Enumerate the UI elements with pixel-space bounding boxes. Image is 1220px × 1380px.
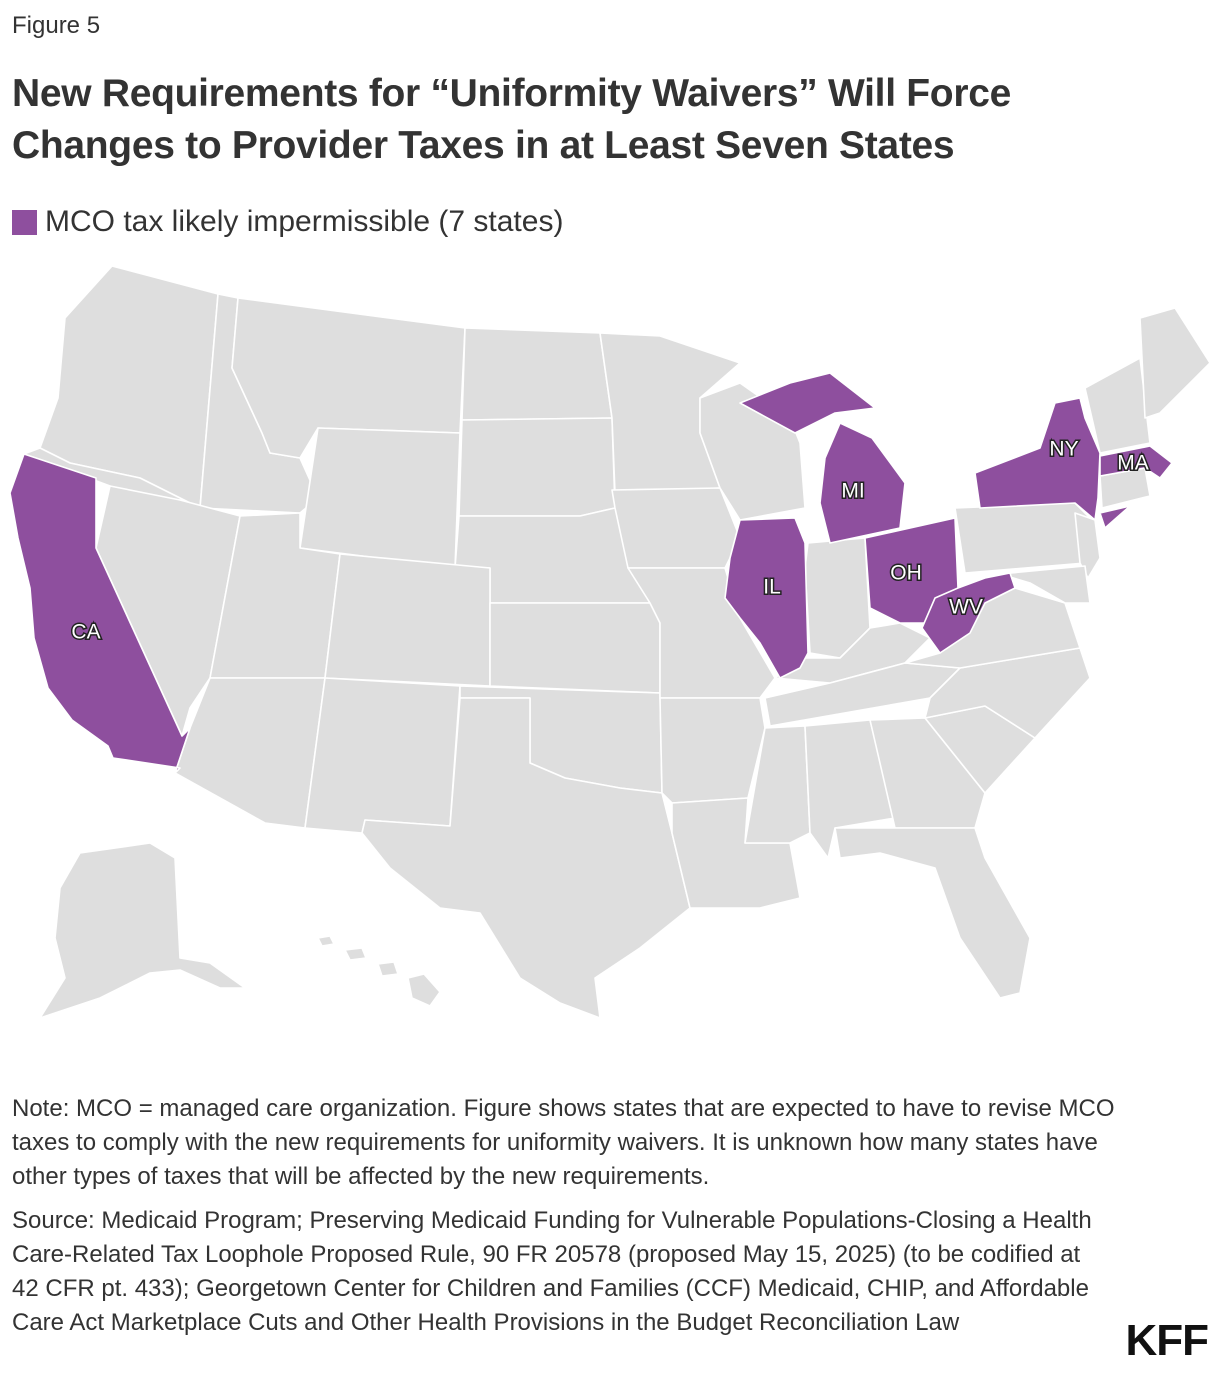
state-la — [671, 797, 801, 909]
state-ny — [974, 397, 1131, 529]
legend: MCO tax likely impermissible (7 states) — [12, 202, 563, 242]
state-az — [174, 677, 326, 829]
state-wy — [299, 427, 461, 569]
state-ar — [659, 697, 766, 804]
state-nd — [461, 327, 613, 421]
state-nm — [304, 677, 461, 834]
state-label-il: IL — [763, 576, 781, 599]
state-label-oh: OH — [890, 562, 922, 585]
note-text: Note: MCO = managed care organization. F… — [12, 1095, 1115, 1190]
chart-title: New Requirements for “Uniformity Waivers… — [12, 72, 1011, 167]
state-label-ca: CA — [71, 621, 100, 644]
legend-label: MCO tax likely impermissible (7 states) — [45, 205, 564, 238]
figure-label: Figure 5 — [12, 12, 101, 39]
state-me — [1139, 307, 1211, 419]
state-tx — [361, 697, 691, 1019]
state-co — [324, 553, 491, 687]
state-wv — [921, 572, 1016, 654]
map-svg: CA IL MI OH WV NY MA — [9, 265, 1211, 1019]
source-text: Source: Medicaid Program; Preserving Med… — [12, 1207, 1092, 1336]
us-states-map: CA IL MI OH WV NY MA — [0, 258, 1220, 1038]
kff-logo: KFF — [1125, 1316, 1209, 1365]
state-mi — [739, 372, 906, 544]
state-nj — [1074, 512, 1101, 579]
state-ga — [869, 717, 986, 829]
state-ca — [9, 453, 191, 774]
state-ks — [489, 602, 661, 694]
state-ak — [39, 842, 246, 1019]
legend-swatch — [12, 209, 37, 235]
state-ia — [611, 487, 741, 569]
state-sd — [458, 417, 616, 517]
state-vt-nh — [1084, 357, 1151, 454]
state-label-mi: MI — [841, 480, 864, 503]
state-il — [724, 517, 809, 679]
state-ma — [1099, 445, 1173, 479]
state-label-ma: MA — [1117, 452, 1149, 475]
state-pa — [954, 502, 1091, 574]
state-md-de — [999, 565, 1091, 604]
state-label-ny: NY — [1049, 438, 1078, 461]
state-hi — [317, 935, 441, 1007]
state-label-wv: WV — [949, 596, 983, 619]
state-fl — [834, 827, 1031, 999]
state-ms — [744, 725, 811, 844]
